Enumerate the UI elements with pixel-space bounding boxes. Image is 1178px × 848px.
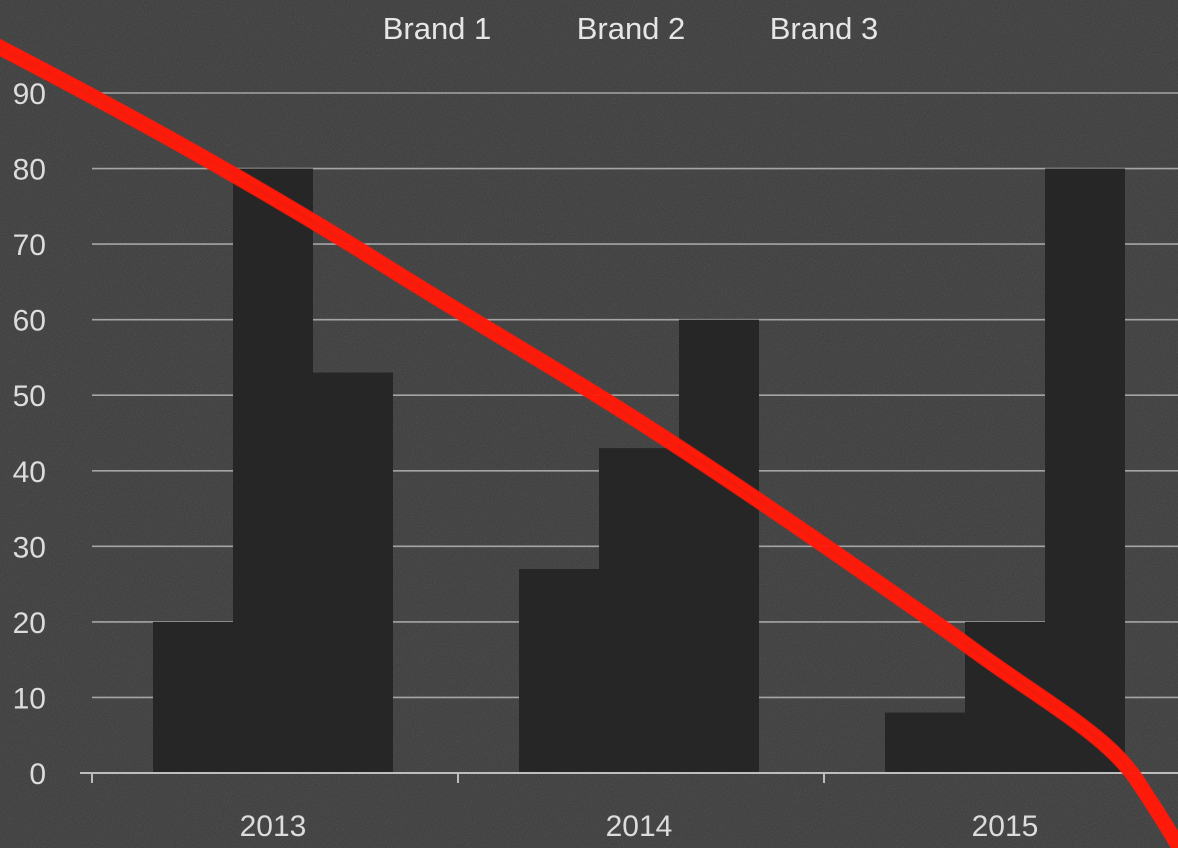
legend-entry: Brand 3 [770, 11, 879, 46]
bar-brand-3-2014 [679, 319, 759, 773]
trend-stroke [0, 50, 1178, 848]
x-tick-label: 2013 [240, 810, 307, 843]
y-tick-label: 80 [13, 154, 46, 187]
bar-brand-1-2014 [519, 569, 599, 773]
bar-brand-3-2015 [1045, 168, 1125, 774]
trend-stroke [0, 39, 1178, 848]
y-tick-label: 20 [13, 607, 46, 640]
y-tick-label: 10 [13, 682, 46, 715]
y-tick-label: 60 [13, 305, 46, 338]
y-tick-label: 90 [13, 78, 46, 111]
bar-brand-1-2013 [153, 621, 233, 773]
bar-brand-1-2015 [885, 712, 965, 773]
y-tick-label: 50 [13, 380, 46, 413]
x-axis-ticks: 2013 2014 2015 [240, 810, 1039, 843]
legend: Brand 1 Brand 2 Brand 3 [383, 11, 879, 46]
x-tick-label: 2015 [972, 810, 1039, 843]
trend-line-overlay [0, 38, 1178, 848]
y-tick-label: 0 [29, 758, 46, 791]
legend-entry: Brand 1 [383, 11, 492, 46]
x-axis [80, 772, 1178, 783]
y-tick-label: 70 [13, 229, 46, 262]
bars [153, 168, 1125, 774]
bar-brand-2-2014 [599, 448, 679, 773]
bar-brand-3-2013 [313, 372, 393, 773]
trend-stroke [0, 39, 1178, 846]
y-axis-ticks: 0 10 20 30 40 50 60 70 80 90 [13, 78, 46, 791]
legend-entry: Brand 2 [577, 11, 686, 46]
y-tick-label: 40 [13, 456, 46, 489]
y-tick-label: 30 [13, 531, 46, 564]
x-tick-label: 2014 [606, 810, 673, 843]
bar-brand-2-2013 [233, 168, 313, 774]
